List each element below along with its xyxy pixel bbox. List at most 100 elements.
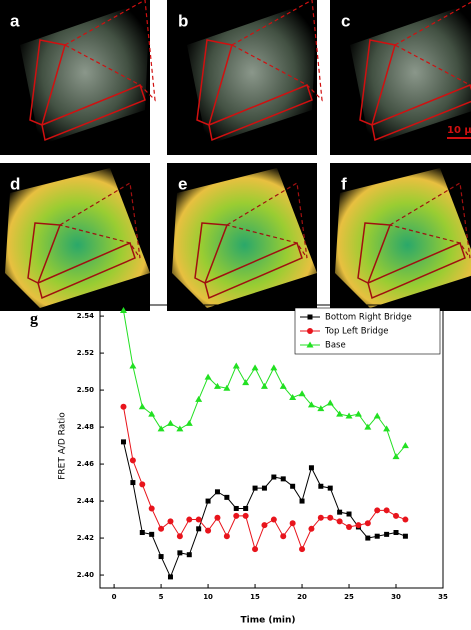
- marker: [327, 514, 334, 521]
- y-tick-label: 2.54: [77, 312, 94, 320]
- marker: [270, 364, 278, 371]
- x-tick-label: 30: [391, 593, 401, 601]
- marker: [306, 341, 314, 348]
- marker: [374, 533, 380, 539]
- marker: [393, 512, 400, 519]
- marker: [318, 483, 324, 489]
- marker: [233, 505, 239, 511]
- marker: [280, 533, 287, 540]
- x-tick-label: 35: [438, 593, 448, 601]
- marker: [364, 520, 371, 527]
- marker: [205, 527, 212, 534]
- y-tick-label: 2.50: [77, 386, 94, 394]
- plot-frame: [99, 304, 444, 589]
- marker: [251, 364, 259, 371]
- fret-map: [166, 162, 318, 312]
- y-tick-label: 2.48: [77, 423, 94, 431]
- marker: [214, 514, 221, 521]
- marker: [261, 485, 267, 491]
- marker: [383, 507, 390, 514]
- marker: [186, 516, 193, 523]
- marker: [213, 382, 221, 389]
- marker: [166, 419, 174, 426]
- marker: [186, 552, 192, 558]
- marker: [185, 419, 193, 426]
- marker: [346, 511, 352, 517]
- panel-label: g: [30, 311, 38, 328]
- marker: [167, 574, 173, 580]
- marker: [148, 410, 156, 417]
- marker: [223, 533, 230, 540]
- marker: [158, 554, 164, 560]
- marker: [177, 550, 183, 556]
- marker: [158, 525, 165, 532]
- legend-label: Top Left Bridge: [324, 327, 388, 337]
- panel-label: e: [178, 174, 187, 193]
- marker: [195, 395, 203, 402]
- marker: [326, 399, 334, 406]
- marker: [336, 410, 344, 417]
- marker: [327, 485, 333, 491]
- marker: [308, 465, 314, 471]
- x-tick-label: 25: [344, 593, 354, 601]
- marker: [129, 362, 137, 369]
- x-axis-label: Time (min): [241, 616, 296, 626]
- fret-map: [329, 162, 471, 312]
- marker: [139, 530, 145, 536]
- x-tick-label: 5: [159, 593, 164, 601]
- y-tick-label: 2.46: [77, 460, 94, 468]
- marker: [260, 382, 268, 389]
- x-tick-label: 15: [250, 593, 260, 601]
- micrograph: [0, 0, 156, 156]
- marker: [337, 509, 343, 515]
- panel-label: d: [10, 174, 20, 193]
- marker: [346, 523, 353, 530]
- marker: [298, 390, 306, 397]
- marker: [270, 516, 277, 523]
- panel-label: a: [10, 11, 20, 30]
- marker: [261, 522, 268, 529]
- marker: [402, 516, 409, 523]
- marker: [383, 425, 391, 432]
- marker: [242, 379, 250, 386]
- scale-bar-label: 10 μm: [447, 125, 471, 136]
- marker: [374, 507, 381, 514]
- marker: [289, 520, 296, 527]
- marker: [139, 481, 146, 488]
- marker: [176, 533, 183, 540]
- y-tick-label: 2.42: [77, 534, 94, 542]
- marker: [214, 489, 220, 495]
- x-tick-label: 0: [112, 593, 117, 601]
- legend-label: Base: [325, 341, 346, 351]
- marker: [130, 480, 136, 486]
- marker: [120, 403, 127, 410]
- marker: [336, 518, 343, 525]
- marker: [195, 516, 202, 523]
- marker: [148, 505, 155, 512]
- y-tick-label: 2.52: [77, 349, 94, 357]
- marker: [307, 314, 313, 320]
- marker: [242, 512, 249, 519]
- marker: [355, 522, 362, 529]
- legend-label: Bottom Right Bridge: [325, 313, 412, 323]
- marker: [365, 535, 371, 541]
- marker: [205, 498, 211, 504]
- y-tick-label: 2.44: [77, 497, 94, 505]
- marker: [307, 328, 313, 334]
- fret-map: [0, 162, 151, 312]
- marker: [317, 405, 325, 412]
- marker: [299, 546, 306, 553]
- y-tick-label: 2.40: [77, 571, 94, 579]
- marker: [402, 533, 408, 539]
- marker: [120, 439, 126, 445]
- marker: [308, 525, 315, 532]
- marker: [290, 483, 296, 489]
- marker: [252, 485, 258, 491]
- marker: [345, 412, 353, 419]
- marker: [384, 531, 390, 537]
- marker: [299, 498, 305, 504]
- series-line: [123, 441, 406, 579]
- marker: [232, 362, 240, 369]
- marker: [373, 412, 381, 419]
- marker: [149, 531, 155, 537]
